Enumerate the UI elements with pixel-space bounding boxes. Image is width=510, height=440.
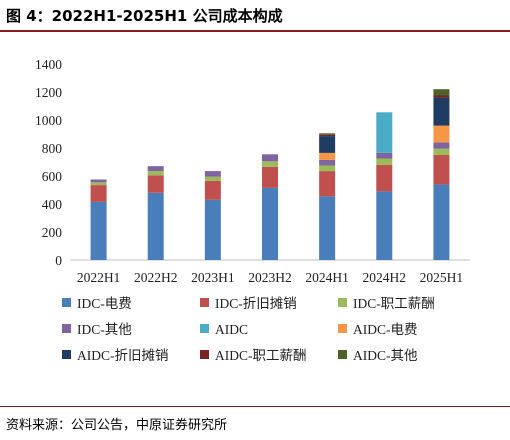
x-tick-label: 2022H1 [77,270,121,285]
x-tick-label: 2022H2 [134,270,178,285]
bar-segment [262,166,278,188]
bar-segment [433,125,450,143]
bar-segment [376,152,393,159]
bar-segment [319,171,336,197]
bar-segment [319,159,336,166]
legend-swatch [62,324,71,333]
legend-swatch [62,298,71,307]
legend-swatch [62,350,71,359]
bottom-rule [0,406,510,407]
bar-segment [319,165,336,172]
legend-label: IDC-职工薪酬 [353,296,435,311]
legend-swatch [200,298,209,307]
bar-segment [319,133,336,135]
legend-swatch [338,324,347,333]
legend-label: AIDC-折旧摊销 [77,348,169,363]
legend-label: AIDC-电费 [353,322,418,337]
y-tick-label: 1000 [35,113,62,128]
y-tick-label: 0 [55,253,62,268]
bar-segment [90,179,107,183]
bar-segment [319,134,336,137]
bar-segment [204,199,221,260]
bar-segment [90,185,107,202]
bar-segment [433,142,450,149]
x-tick-label: 2023H2 [248,270,292,285]
bar-segment [376,164,393,192]
y-tick-label: 1200 [35,85,62,100]
bar-segment [433,95,450,98]
bar-segment [147,171,164,176]
bar-segment [376,158,393,165]
legend-swatch [200,324,209,333]
y-tick-label: 800 [42,141,63,156]
legend-label: AIDC-职工薪酬 [215,348,307,363]
bar-segment [433,155,450,185]
bar-segment [433,97,450,126]
bar-segment [319,136,336,153]
y-tick-label: 200 [42,225,63,240]
x-tick-label: 2024H2 [363,270,407,285]
legend-label: IDC-其他 [77,322,132,337]
y-tick-label: 600 [42,169,63,184]
bar-segment [204,180,221,200]
bar-segment [204,176,221,181]
bar-segment [376,191,393,260]
legend-label: IDC-电费 [77,296,132,311]
bar-segment [262,154,278,162]
bar-segment [262,161,278,167]
bar-segment [433,184,450,260]
stacked-bar-chart: 0 200 400 600 800 1000 1200 1400 2022H1 2022H2 202… [35,57,470,363]
bar-segment [262,187,278,260]
bar-segment [90,201,107,260]
figure-title: 图 4：2022H1-2025H1 公司成本构成 [6,7,283,25]
bar-segment [433,89,450,96]
x-tick-label: 2025H1 [420,270,464,285]
y-tick-label: 1400 [35,57,62,72]
legend-swatch [200,350,209,359]
x-tick-label: 2023H1 [191,270,235,285]
legend-label: AIDC-其他 [353,348,418,363]
bar-segment [433,148,450,155]
legend-label: AIDC [215,322,248,337]
source-note: 资料来源：公司公告，中原证券研究所 [6,418,228,433]
x-tick-label: 2024H1 [305,270,349,285]
legend-label: IDC-折旧摊销 [215,296,297,311]
bar-segment [204,171,221,177]
bar-segment [319,196,336,260]
legend-swatch [338,298,347,307]
y-tick-label: 400 [42,197,63,212]
bar-segment [147,166,164,172]
legend-swatch [338,350,347,359]
bar-segment [90,182,107,186]
bar-segment [319,152,336,160]
bar-segment [147,192,164,260]
top-rule [0,30,510,32]
bar-segment [376,112,393,153]
bar-segment [147,175,164,193]
